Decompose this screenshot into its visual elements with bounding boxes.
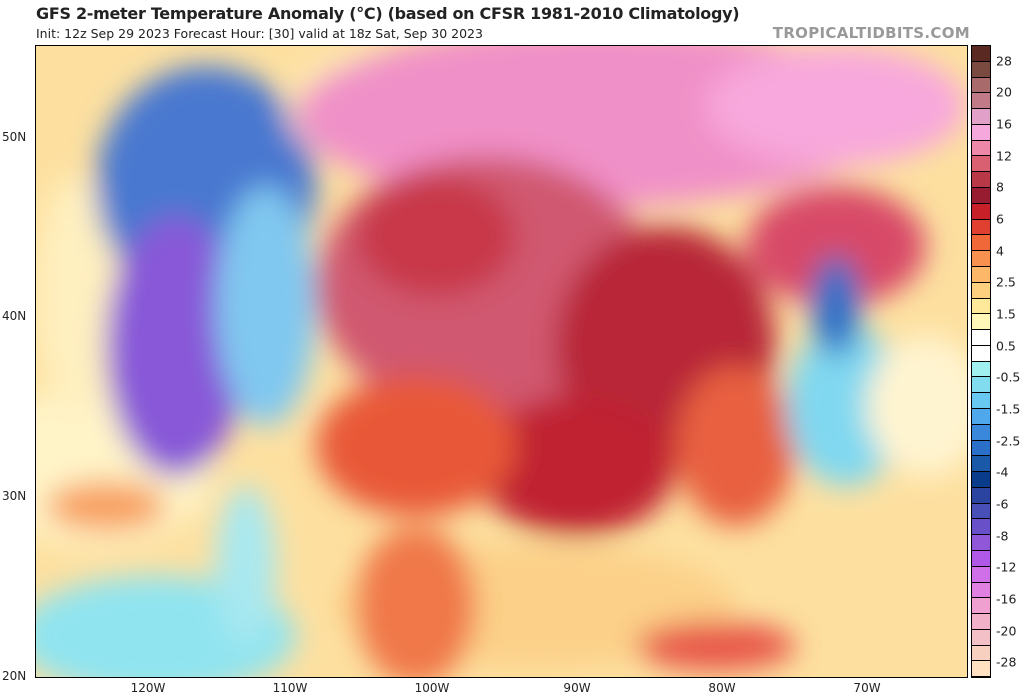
legend-swatch [972, 503, 990, 520]
legend-swatch [972, 345, 990, 362]
brand-watermark: TROPICALTIDBITS.COM [772, 24, 970, 42]
lon-label: 90W [563, 681, 591, 695]
legend-label: -0.5 [996, 369, 1021, 385]
legend-swatch [972, 472, 990, 488]
legend-label: -28 [996, 654, 1017, 670]
legend-label: -4 [996, 464, 1009, 480]
legend-swatch [972, 282, 990, 299]
legend-swatch [972, 251, 990, 267]
legend-label: -2.5 [996, 433, 1021, 449]
legend-swatch [972, 140, 990, 157]
legend-swatch [972, 535, 990, 551]
legend-label: 4 [996, 243, 1004, 259]
color-legend [971, 45, 991, 678]
legend-swatch [972, 361, 990, 378]
legend-swatch [972, 393, 990, 409]
legend-swatch [972, 77, 990, 94]
lat-label: 30N [2, 489, 27, 503]
legend-swatch [972, 188, 990, 204]
legend-swatch [972, 203, 990, 220]
legend-swatch [972, 629, 990, 646]
legend-swatch [972, 314, 990, 331]
legend-swatch [972, 61, 990, 78]
legend-swatch [972, 519, 990, 536]
legend-swatch [972, 377, 990, 394]
legend-swatch [972, 219, 990, 236]
map-title: GFS 2-meter Temperature Anomaly (°C) (ba… [36, 4, 740, 23]
legend-swatch [972, 661, 990, 678]
legend-swatch [972, 330, 990, 346]
lon-label: 80W [708, 681, 736, 695]
lon-label: 110W [272, 681, 308, 695]
legend-swatch [972, 266, 990, 283]
legend-label: -16 [996, 591, 1017, 607]
legend-label: -8 [996, 528, 1009, 544]
legend-label: 20 [996, 84, 1012, 100]
legend-swatch [972, 124, 990, 141]
legend-label: -20 [996, 623, 1017, 639]
legend-label: 8 [996, 179, 1004, 195]
legend-swatch [972, 440, 990, 457]
lat-label: 20N [2, 669, 27, 683]
legend-swatch [972, 456, 990, 473]
legend-swatch [972, 614, 990, 630]
lat-label: 50N [2, 130, 27, 144]
legend-label: -12 [996, 559, 1017, 575]
legend-swatch [972, 487, 990, 504]
legend-swatch [972, 551, 990, 567]
anomaly-field [36, 46, 967, 677]
legend-swatch [972, 298, 990, 315]
temperature-anomaly-map [35, 45, 968, 678]
legend-label: -6 [996, 496, 1009, 512]
legend-label: 12 [996, 148, 1012, 164]
lat-label: 40N [2, 309, 27, 323]
legend-swatch [972, 93, 990, 110]
lon-label: 100W [414, 681, 450, 695]
forecast-info: Init: 12z Sep 29 2023 Forecast Hour: [30… [36, 26, 483, 41]
legend-swatch [972, 598, 990, 615]
legend-swatch [972, 424, 990, 441]
legend-swatch [972, 408, 990, 425]
legend-label: -1.5 [996, 401, 1021, 417]
lon-label: 120W [130, 681, 166, 695]
lon-label: 70W [853, 681, 881, 695]
legend-label: 2.5 [996, 274, 1016, 290]
legend-label: 6 [996, 211, 1004, 227]
legend-swatch [972, 109, 990, 125]
legend-swatch [972, 156, 990, 173]
legend-swatch [972, 235, 990, 252]
legend-label: 16 [996, 116, 1012, 132]
legend-label: 1.5 [996, 306, 1016, 322]
legend-swatch [972, 566, 990, 583]
legend-swatch [972, 645, 990, 662]
legend-swatch [972, 582, 990, 599]
legend-label: 0.5 [996, 338, 1016, 354]
legend-label: 28 [996, 53, 1012, 69]
legend-swatch [972, 46, 990, 62]
legend-swatch [972, 172, 990, 189]
